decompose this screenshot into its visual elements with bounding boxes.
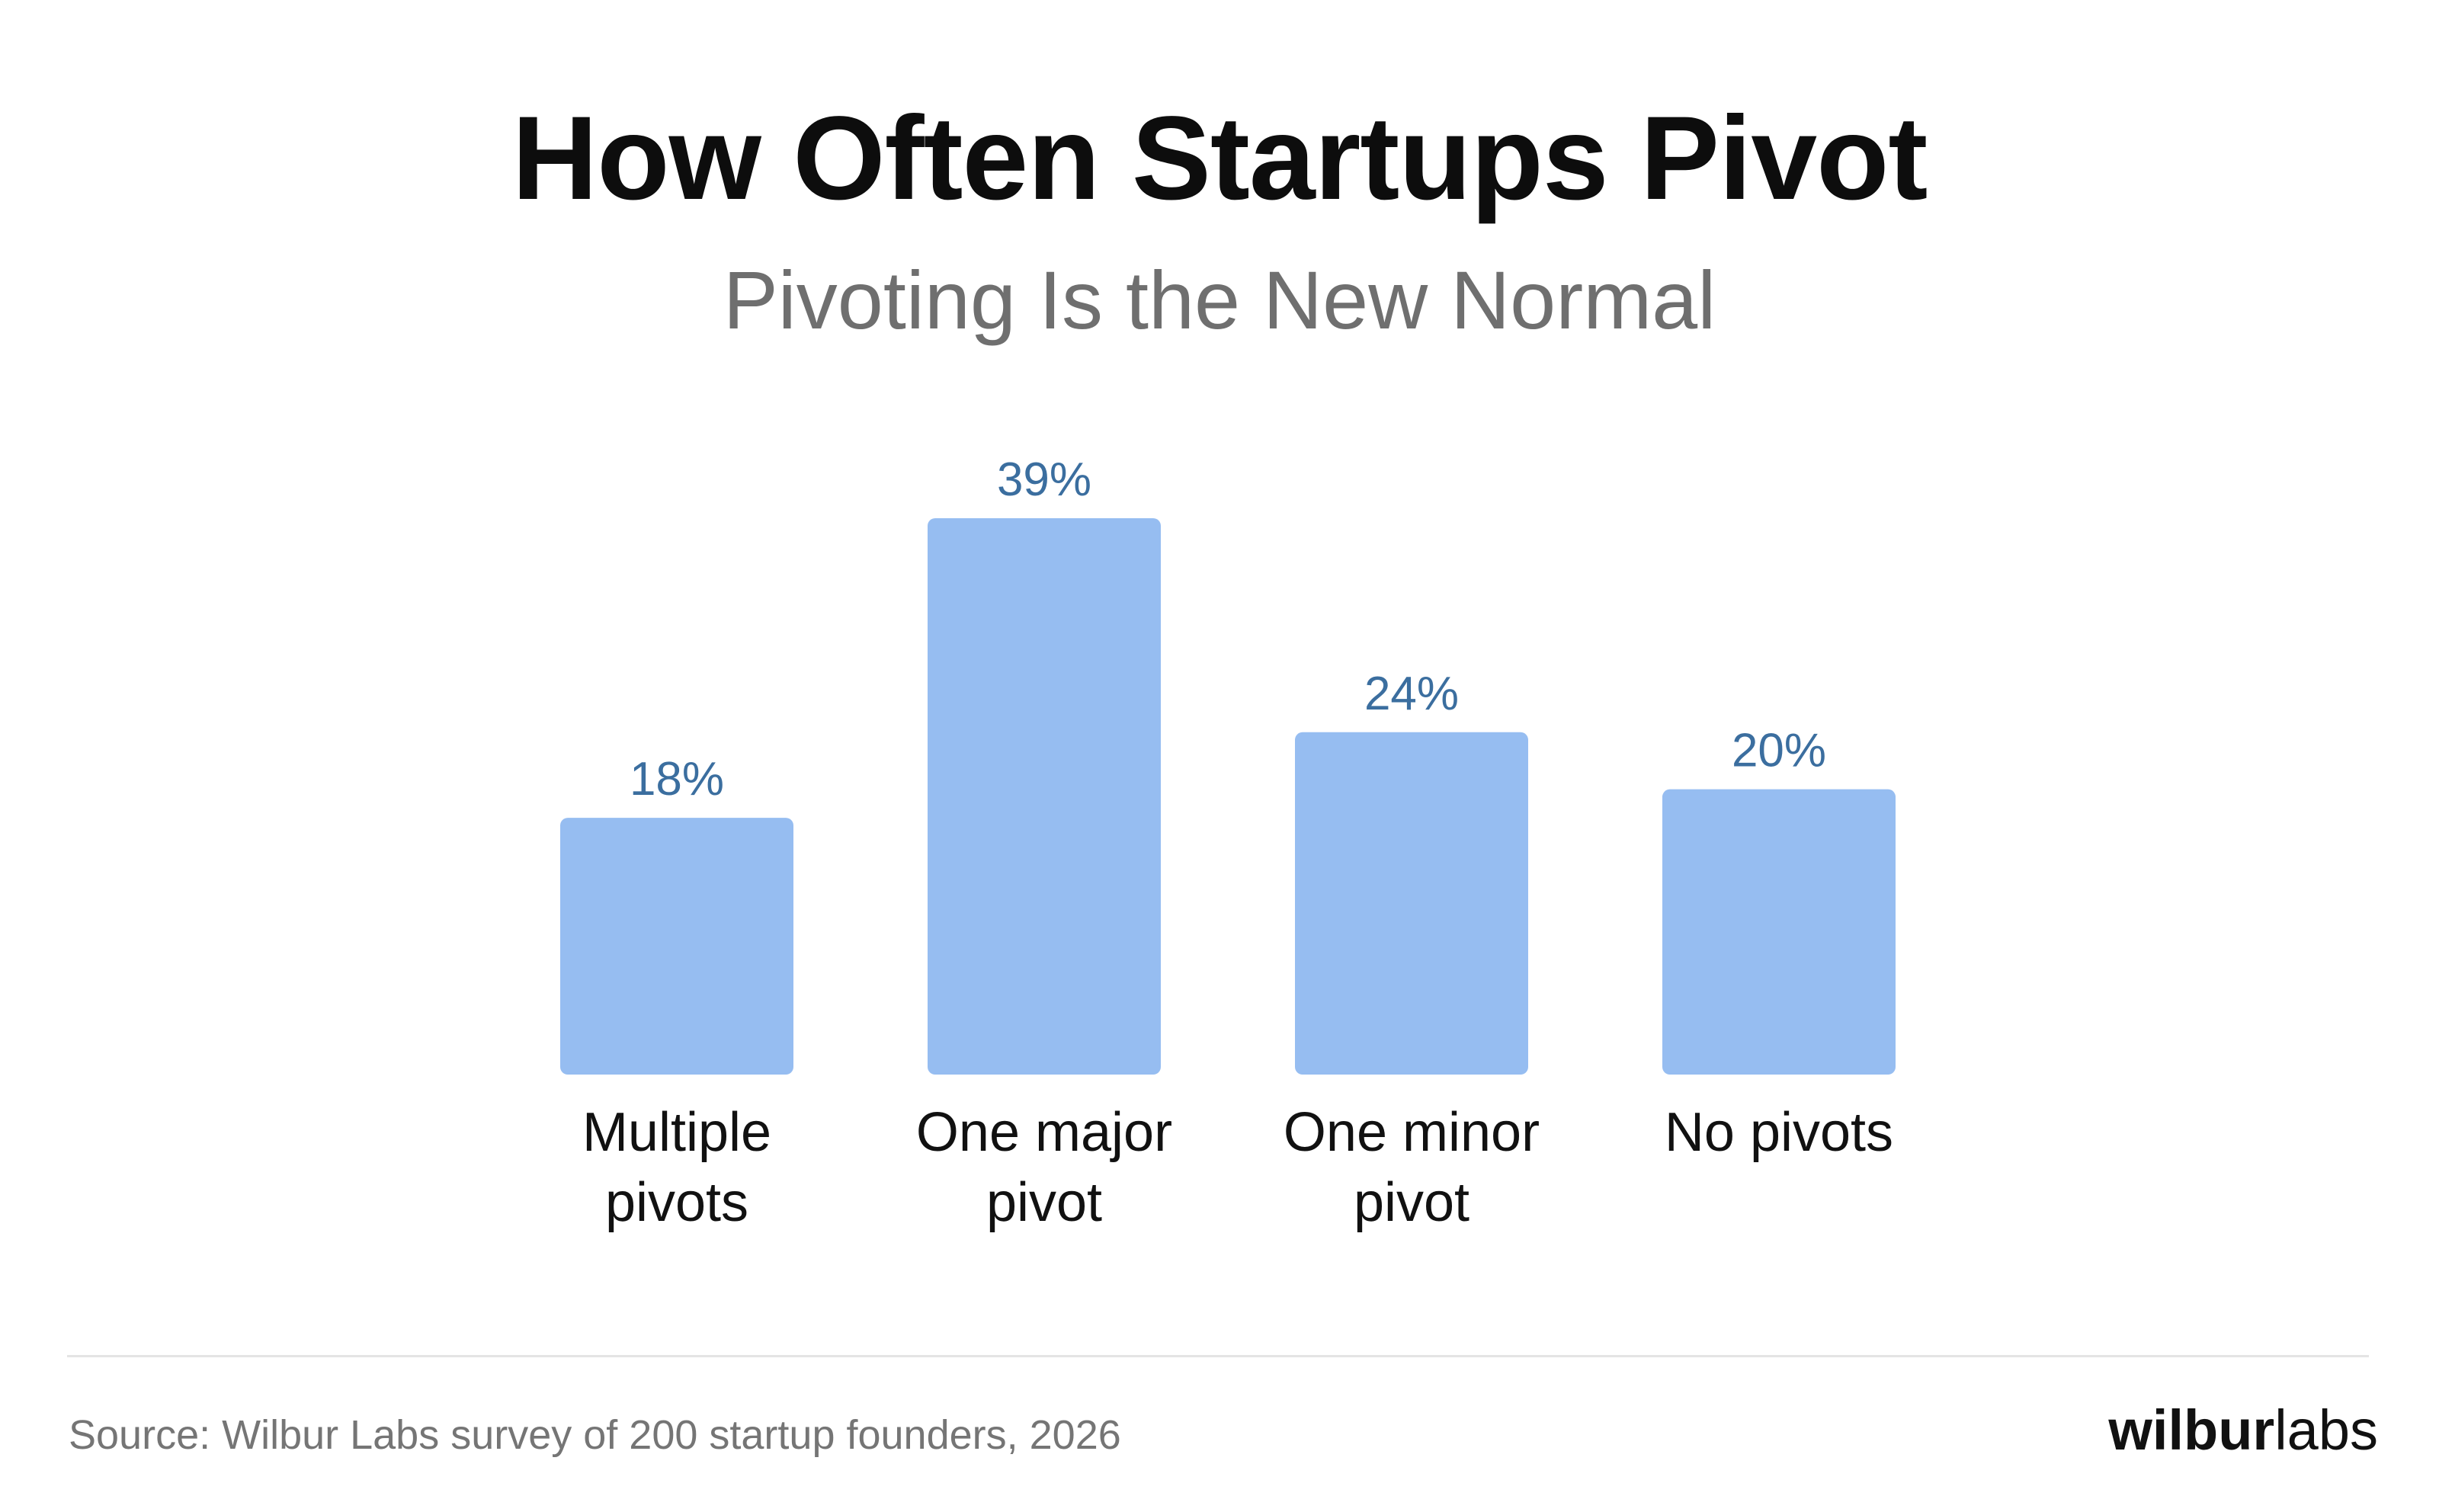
value-labels-layer: 18% 39% 24% 20% [630, 453, 1826, 806]
value-label-2: 39% [997, 453, 1091, 506]
logo-wordmark-light: labs [2274, 1398, 2378, 1462]
value-label-1: 18% [630, 753, 724, 806]
bar-1 [560, 818, 793, 1075]
value-label-4: 20% [1732, 725, 1826, 777]
chart-title: How Often Startups Pivot [511, 92, 1928, 225]
bar-4 [1662, 789, 1896, 1075]
bars-layer [560, 518, 1896, 1075]
category-label-2-line-2: pivot [986, 1172, 1102, 1233]
category-label-2-line-1: One major [916, 1102, 1172, 1163]
logo-wordmark-bold: wilbur [2108, 1398, 2275, 1462]
bar-3 [1295, 732, 1528, 1075]
chart-subtitle: Pivoting Is the New Normal [723, 254, 1716, 346]
wilburlabs-logo: wilburlabs [2108, 1402, 2378, 1459]
source-note: Source: Wilbur Labs survey of 200 startu… [69, 1412, 1121, 1458]
bar-2 [928, 518, 1161, 1075]
category-label-1-line-1: Multiple [582, 1102, 771, 1163]
category-label-3-line-2: pivot [1354, 1172, 1469, 1233]
category-labels-layer: Multiple pivots One major pivot One minor piv… [582, 1102, 1893, 1233]
category-label-3-line-1: One minor [1284, 1102, 1540, 1163]
footer-divider [67, 1355, 2369, 1357]
value-label-3: 24% [1364, 668, 1459, 720]
category-label-1-line-2: pivots [605, 1172, 748, 1233]
category-label-4-line-1: No pivots [1665, 1102, 1893, 1163]
